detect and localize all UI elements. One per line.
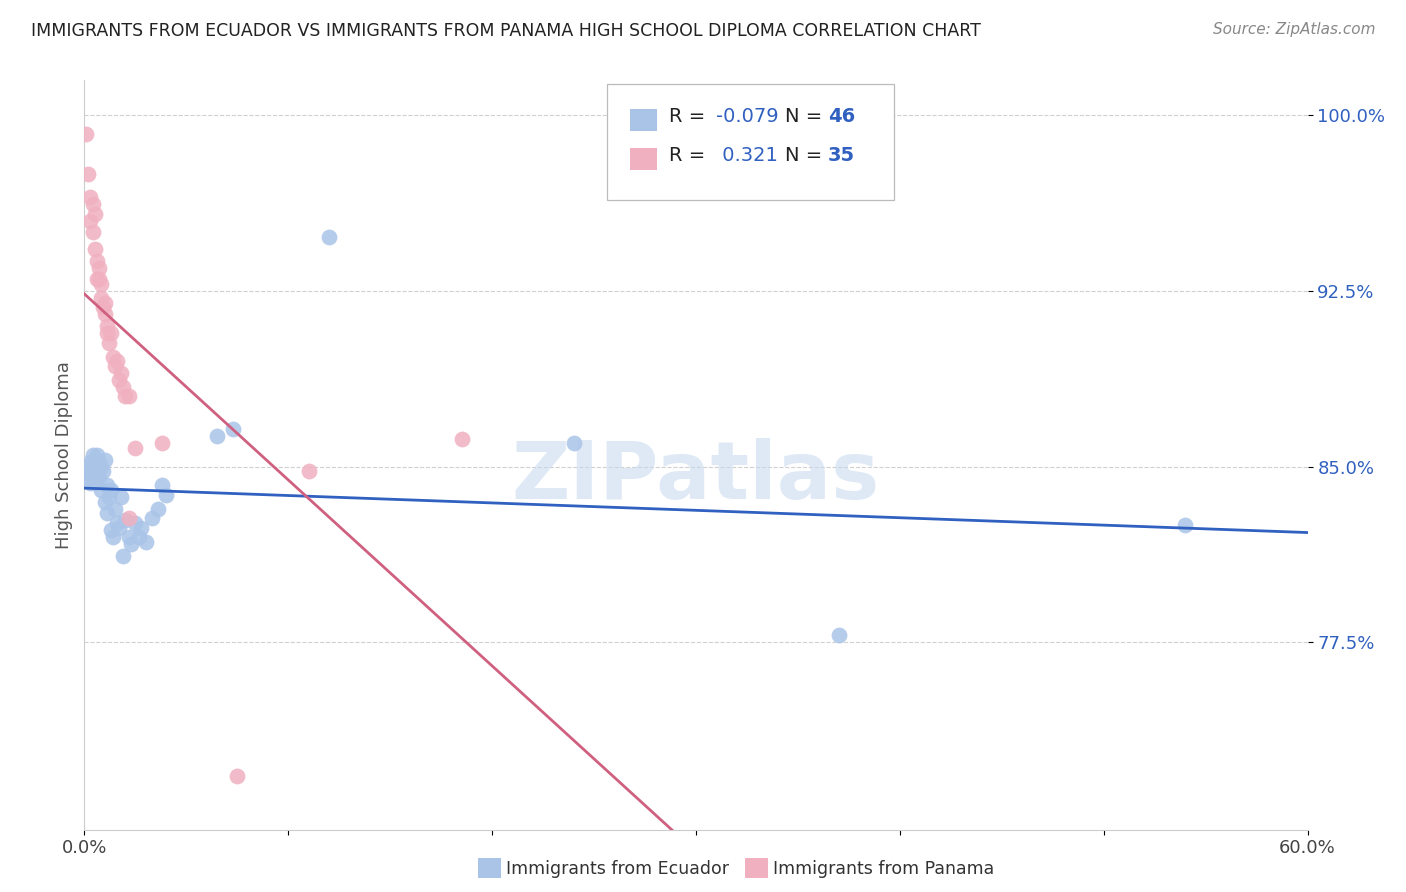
Point: [110, 366, 132, 380]
Point: [205, 429, 228, 443]
Point: [90, 459, 112, 474]
Point: [118, 511, 141, 525]
Point: [86, 448, 108, 462]
Point: [135, 534, 157, 549]
Point: [131, 520, 153, 534]
Point: [108, 373, 131, 387]
Point: [226, 769, 249, 783]
Point: [112, 549, 135, 563]
Point: [1174, 518, 1197, 533]
Point: [104, 359, 127, 373]
Text: Immigrants from Panama: Immigrants from Panama: [773, 860, 994, 878]
Point: [87, 272, 110, 286]
Point: [93, 295, 115, 310]
Point: [318, 230, 340, 244]
Point: [90, 483, 112, 497]
Text: Source: ZipAtlas.com: Source: ZipAtlas.com: [1212, 22, 1375, 37]
Point: [83, 207, 105, 221]
Point: [101, 530, 124, 544]
Point: [82, 226, 104, 240]
Point: [79, 190, 101, 204]
Point: [86, 253, 108, 268]
Text: ZIPatlas: ZIPatlas: [512, 438, 880, 516]
Point: [96, 478, 118, 492]
Point: [298, 464, 321, 478]
Point: [108, 520, 131, 534]
Point: [82, 448, 104, 462]
Point: [114, 389, 136, 403]
Point: [124, 516, 146, 530]
Text: IMMIGRANTS FROM ECUADOR VS IMMIGRANTS FROM PANAMA HIGH SCHOOL DIPLOMA CORRELATIO: IMMIGRANTS FROM ECUADOR VS IMMIGRANTS FR…: [31, 22, 981, 40]
Point: [114, 513, 136, 527]
Point: [86, 464, 108, 478]
Point: [79, 475, 101, 490]
Point: [93, 494, 115, 508]
Point: [828, 628, 851, 642]
Point: [83, 475, 105, 490]
Y-axis label: High School Diploma: High School Diploma: [55, 361, 73, 549]
Point: [112, 380, 135, 394]
Point: [97, 335, 120, 350]
Text: -0.079: -0.079: [716, 107, 778, 126]
Text: R =: R =: [669, 145, 711, 165]
Point: [100, 523, 122, 537]
Text: 0.321: 0.321: [716, 145, 778, 165]
Point: [87, 260, 110, 275]
Point: [110, 490, 132, 504]
Point: [96, 507, 118, 521]
Point: [91, 301, 114, 315]
Point: [141, 511, 163, 525]
Point: [87, 455, 110, 469]
FancyBboxPatch shape: [630, 148, 657, 170]
Point: [118, 389, 141, 403]
Point: [150, 478, 173, 492]
Text: 46: 46: [828, 107, 855, 126]
Point: [128, 530, 150, 544]
Point: [82, 467, 104, 481]
Point: [93, 307, 115, 321]
Point: [87, 471, 110, 485]
Point: [97, 490, 120, 504]
Point: [91, 464, 114, 478]
Point: [77, 167, 100, 181]
FancyBboxPatch shape: [630, 109, 657, 131]
FancyBboxPatch shape: [606, 84, 894, 200]
Point: [96, 326, 118, 340]
Point: [105, 354, 128, 368]
Point: [124, 441, 146, 455]
Point: [75, 127, 97, 141]
Point: [83, 457, 105, 471]
Point: [146, 501, 169, 516]
Point: [150, 436, 173, 450]
Text: N =: N =: [786, 107, 828, 126]
Point: [90, 291, 112, 305]
Point: [86, 272, 108, 286]
Point: [100, 326, 122, 340]
Text: 35: 35: [828, 145, 855, 165]
Point: [79, 213, 101, 227]
Point: [96, 319, 118, 334]
Point: [105, 516, 128, 530]
Point: [77, 464, 100, 478]
Point: [120, 537, 142, 551]
Point: [93, 452, 115, 467]
Point: [82, 197, 104, 211]
Point: [100, 483, 122, 497]
Point: [118, 530, 141, 544]
Text: N =: N =: [786, 145, 828, 165]
Point: [101, 350, 124, 364]
Point: [75, 459, 97, 474]
Point: [83, 242, 105, 256]
Text: Immigrants from Ecuador: Immigrants from Ecuador: [506, 860, 730, 878]
Point: [450, 432, 472, 446]
Point: [104, 501, 127, 516]
Text: R =: R =: [669, 107, 711, 126]
Point: [90, 277, 112, 291]
Point: [222, 422, 245, 436]
Point: [77, 471, 100, 485]
Point: [79, 455, 101, 469]
Point: [562, 436, 585, 450]
Point: [155, 488, 177, 502]
